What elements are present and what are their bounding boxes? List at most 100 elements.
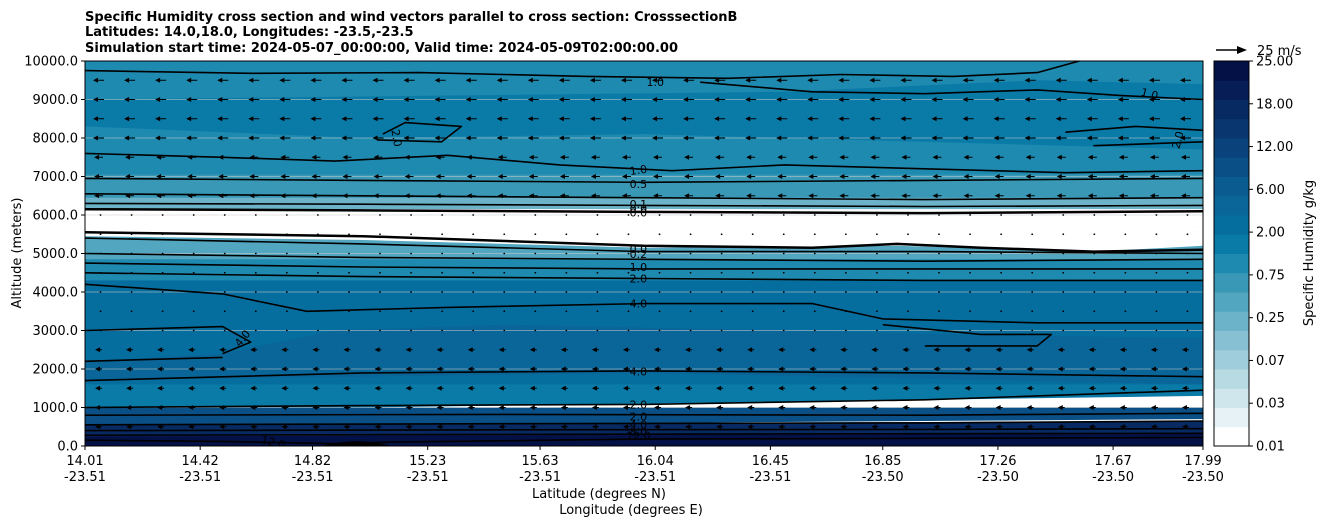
wind-vector — [1031, 329, 1034, 332]
wind-vector — [1124, 310, 1127, 313]
contour-label: 0.0 — [630, 243, 648, 256]
wind-vector — [813, 252, 816, 255]
wind-vector — [1055, 97, 1067, 102]
wind-vector — [1000, 271, 1003, 274]
wind-vector — [157, 405, 165, 410]
wind-vector — [534, 233, 537, 236]
wind-vector — [534, 252, 537, 255]
wind-vector — [627, 271, 630, 274]
wind-vector — [435, 174, 445, 179]
chart-title-line-2: Latitudes: 14.0,18.0, Longitudes: -23.5,… — [85, 25, 414, 40]
wind-vector — [192, 271, 195, 274]
wind-vector — [654, 405, 662, 410]
wind-vector — [1117, 77, 1129, 83]
wind-vector — [558, 77, 570, 83]
wind-vector — [658, 252, 661, 255]
wind-vector — [689, 291, 692, 293]
wind-vector — [994, 174, 1004, 179]
contour-label: 1.0 — [646, 76, 664, 89]
wind-vector — [747, 424, 755, 430]
wind-vector — [653, 193, 663, 199]
wind-vector — [931, 97, 943, 102]
wind-vector — [93, 77, 105, 83]
wind-vector — [1118, 193, 1128, 199]
wind-vector — [1031, 233, 1034, 236]
x-axis-label-latitude: Latitude (degrees N) — [532, 487, 666, 502]
wind-vector — [527, 116, 539, 122]
contour-line — [85, 432, 1203, 437]
wind-vector — [1119, 385, 1127, 391]
wind-vector — [126, 385, 134, 391]
wind-vector — [969, 291, 971, 293]
wind-vector — [963, 193, 973, 199]
wind-vector — [778, 405, 786, 410]
contour-line — [85, 356, 223, 363]
colorbar-swatch — [1214, 253, 1249, 274]
wind-vector — [871, 385, 879, 391]
contour-line — [85, 252, 1203, 263]
wind-vector — [844, 291, 847, 293]
wind-vector — [621, 174, 631, 179]
wind-vector — [404, 174, 414, 179]
wind-vector — [745, 135, 757, 141]
wind-vector — [778, 385, 786, 391]
wind-vector — [379, 329, 381, 332]
wind-vector — [374, 405, 382, 410]
wind-vector — [1155, 233, 1158, 236]
wind-vector — [99, 291, 102, 293]
wind-vector — [310, 97, 322, 102]
wind-vector — [188, 405, 196, 410]
wind-vector — [907, 252, 909, 255]
wind-vector — [870, 193, 880, 199]
wind-vector — [715, 154, 725, 160]
wind-vector — [993, 135, 1005, 141]
wind-vector — [807, 135, 819, 141]
y-tick-label: 8000.0 — [33, 132, 79, 147]
wind-vector — [963, 174, 973, 179]
wind-vector — [876, 214, 878, 216]
wind-vector — [993, 97, 1005, 102]
wind-vector — [1124, 329, 1127, 332]
wind-vector — [844, 233, 847, 236]
contour-label: 4.0 — [630, 298, 648, 311]
colorbar-swatch — [1214, 138, 1249, 158]
wind-vector — [312, 366, 320, 372]
wind-vector — [1000, 233, 1003, 236]
colorbar-frame — [1213, 60, 1250, 447]
wind-vector — [933, 366, 941, 372]
wind-vector — [410, 233, 412, 236]
wind-vector — [285, 310, 288, 313]
wind-vector — [962, 77, 974, 83]
wind-vector — [869, 97, 881, 102]
wind-vector — [373, 154, 383, 160]
wind-vector — [620, 77, 632, 83]
wind-vector — [1179, 116, 1191, 122]
gridlines — [85, 99, 1203, 408]
x-tick-label-longitude: -23.51 — [519, 470, 561, 485]
wind-vector — [436, 347, 444, 353]
wind-vector — [534, 329, 537, 332]
wind-vector — [684, 174, 694, 179]
wind-vector — [813, 233, 816, 236]
colorbar-swatch — [1214, 195, 1249, 216]
chart-title-line-3: Simulation start time: 2024-05-07_00:00:… — [85, 41, 678, 56]
wind-vector — [751, 310, 754, 313]
wind-vector — [1180, 174, 1190, 179]
colorbar-swatch — [1214, 118, 1249, 139]
wind-vector — [931, 77, 943, 83]
wind-vector — [876, 329, 878, 332]
wind-vector — [871, 424, 879, 430]
colorbar-swatch — [1214, 292, 1249, 312]
wind-vector — [1026, 405, 1034, 410]
colorbar-tick-label: 0.07 — [1256, 354, 1285, 369]
wind-vector — [720, 252, 723, 255]
wind-vector — [156, 193, 166, 199]
wind-vector — [844, 310, 847, 313]
wind-vector — [219, 347, 227, 353]
wind-vector — [1088, 366, 1096, 372]
wind-vector — [1025, 193, 1035, 199]
wind-vector — [807, 116, 819, 122]
humidity-band — [85, 236, 1203, 262]
wind-vector — [285, 214, 288, 216]
wind-vector — [809, 405, 817, 410]
